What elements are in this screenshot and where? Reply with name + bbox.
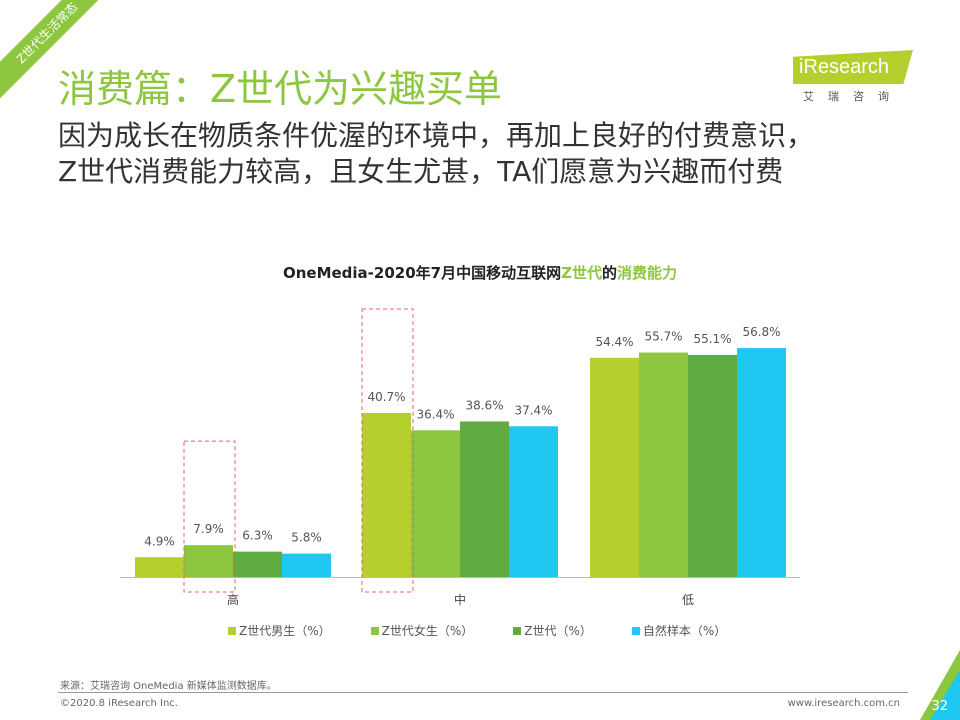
bar (509, 426, 558, 577)
chart-title-part: 的 (601, 264, 617, 282)
iresearch-logo: iResearch 艾瑞咨询 (793, 50, 913, 104)
logo-text: iResearch (793, 50, 913, 84)
bar (282, 553, 331, 577)
data-label: 55.7% (644, 330, 682, 344)
legend-label: Z世代男生（%） (239, 624, 331, 638)
chart-title-part: Z世代 (561, 264, 602, 282)
bar (411, 430, 460, 577)
legend-item: Z世代（%） (513, 622, 592, 639)
logo-cn: 艾瑞咨询 (803, 90, 903, 103)
bar (184, 545, 233, 577)
subtitle: 因为成长在物质条件优渥的环境中，再加上良好的付费意识， Z世代消费能力较高，且女… (58, 118, 814, 190)
data-label: 56.8% (742, 325, 780, 339)
highlight-box (361, 308, 414, 593)
data-label: 37.4% (514, 403, 552, 417)
chart-title: OneMedia-2020年7月中国移动互联网Z世代的消费能力 (0, 262, 960, 283)
data-label: 7.9% (193, 522, 224, 536)
bar (135, 557, 184, 577)
page-number: 32 (931, 699, 948, 714)
bar (233, 551, 282, 577)
page-title: 消费篇：Z世代为兴趣买单 (58, 67, 503, 111)
legend-item: 自然样本（%） (631, 622, 727, 639)
data-label: 4.9% (144, 534, 175, 548)
footer-divider (58, 692, 908, 693)
bar (688, 354, 737, 577)
source-note: 来源：艾瑞咨询 OneMedia 新媒体监测数据库。 (60, 681, 277, 692)
legend-item: Z世代女生（%） (370, 622, 474, 639)
legend-label: Z世代（%） (524, 624, 592, 638)
legend-swatch (631, 627, 640, 635)
category-label: 低 (682, 593, 694, 607)
subtitle-line: Z世代消费能力较高，且女生尤甚，TA们愿意为兴趣而付费 (58, 155, 784, 188)
bar (590, 357, 639, 577)
chart-legend: Z世代男生（%） Z世代女生（%） Z世代（%） 自然样本（%） (228, 622, 726, 639)
data-label: 40.7% (367, 390, 405, 404)
data-label: 6.3% (242, 529, 273, 543)
data-label: 36.4% (416, 407, 454, 421)
chart-title-part: OneMedia-2020年7月中国移动互联网 (282, 264, 562, 282)
chart-title-part: 消费能力 (617, 264, 678, 282)
bar (362, 412, 411, 577)
legend-label: 自然样本（%） (642, 624, 727, 638)
subtitle-line: 因为成长在物质条件优渥的环境中，再加上良好的付费意识， (58, 119, 815, 152)
bar (639, 352, 688, 577)
data-label: 55.1% (693, 332, 731, 346)
legend-swatch (228, 627, 236, 635)
data-label: 5.8% (291, 531, 322, 545)
data-label: 54.4% (595, 335, 633, 349)
legend-swatch (513, 627, 522, 635)
data-label: 38.6% (465, 398, 503, 412)
highlight-box (183, 440, 236, 593)
bar (737, 348, 786, 577)
legend-label: Z世代女生（%） (381, 624, 474, 638)
legend-swatch (370, 627, 379, 635)
copyright: ©2020.8 iResearch Inc. (60, 698, 178, 709)
legend-item: Z世代男生（%） (228, 622, 331, 639)
website-url: www.iresearch.com.cn (787, 698, 900, 709)
category-label: 中 (454, 592, 466, 607)
category-label: 高 (227, 592, 239, 607)
bar (460, 421, 509, 577)
